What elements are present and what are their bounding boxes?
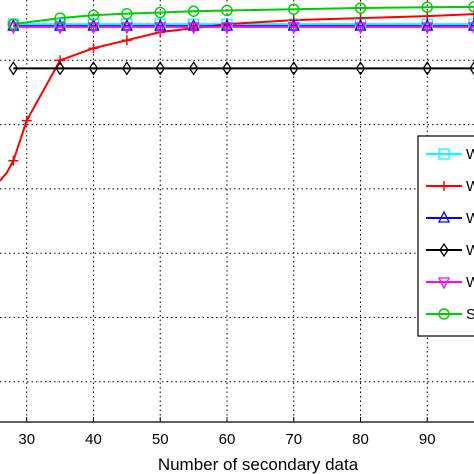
legend-label: W [466,274,474,291]
data-point-marker [121,7,133,20]
legend-label: S [466,306,474,323]
data-point-marker [287,22,300,35]
legend-label: W [466,242,474,259]
data-point-marker [221,4,233,17]
data-point-marker [88,43,99,54]
x-axis-title: Number of secondary data [158,455,359,474]
data-point-marker [121,35,132,46]
data-point-marker [468,1,474,13]
data-point-marker [437,210,451,223]
data-point-marker [87,22,100,35]
x-tick-label: 90 [419,431,436,448]
data-point-marker [120,22,133,35]
legend-label: W [466,210,474,227]
data-point-marker [8,155,19,166]
data-point-marker [88,61,99,76]
data-point-marker [155,61,166,76]
data-point-marker [354,22,367,35]
legend-label: W [466,146,474,163]
data-point-marker [438,148,450,160]
data-point-marker [54,12,66,24]
data-point-marker [8,61,19,76]
data-point-marker [467,18,474,31]
data-point-marker [421,1,433,13]
data-point-marker [55,61,65,76]
x-tick-labels: 30 40 50 60 70 80 90 [18,431,435,448]
data-point-marker [354,18,367,31]
data-point-marker [469,61,474,76]
data-point-marker [220,22,234,35]
x-tick-label: 50 [152,431,169,448]
data-point-marker [439,181,449,191]
data-point-marker [421,18,434,31]
data-point-marker [437,277,451,290]
grid-lines [0,0,474,422]
data-point-marker [222,61,232,76]
legend-label: W [466,178,474,195]
data-point-marker [187,5,200,17]
data-point-marker [154,22,167,35]
series-line [13,5,474,26]
data-point-marker [438,308,450,320]
data-point-marker [188,61,199,76]
data-point-marker [288,61,299,76]
data-point-marker [7,18,20,30]
data-point-marker [439,242,449,258]
data-point-marker [187,18,200,31]
data-point-marker [21,115,32,126]
data-point-marker [288,3,300,15]
data-point-marker [154,6,166,19]
x-tick-label: 40 [85,431,102,448]
x-tick-label: 60 [219,431,236,448]
legend-box [417,135,474,337]
series-markers [7,1,474,166]
data-point-marker [55,55,66,66]
data-point-marker [467,22,474,35]
data-point-marker [54,18,67,31]
axes [0,417,474,423]
data-point-marker [287,18,300,31]
data-point-marker [87,9,100,21]
data-point-marker [7,18,20,31]
data-point-marker [421,22,434,35]
x-tick-label: 30 [18,431,35,448]
data-point-marker [220,18,234,31]
data-point-marker [355,61,366,76]
data-point-marker [422,61,433,76]
data-point-marker [469,9,474,20]
x-tick-label: 80 [352,431,369,448]
data-point-marker [154,18,167,31]
data-point-marker [87,18,100,31]
data-point-marker [187,22,200,35]
x-tick-label: 70 [285,431,302,448]
data-point-marker [354,2,367,14]
data-point-marker [120,18,133,31]
data-point-marker [122,61,132,76]
